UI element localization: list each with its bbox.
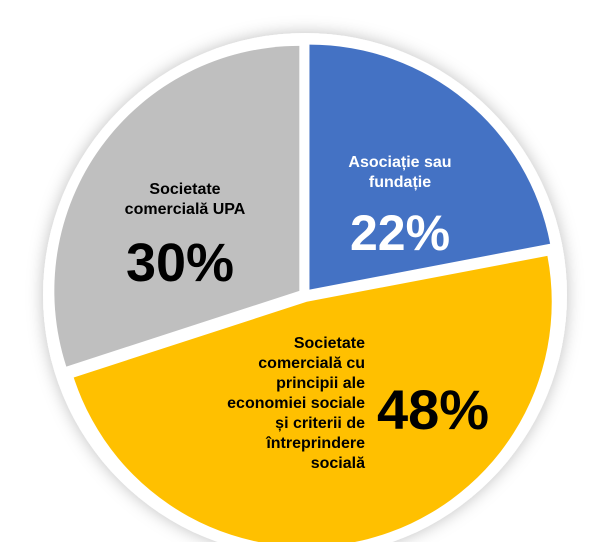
slice-label: Societate comercială UPA — [124, 181, 246, 218]
pie-slice — [54, 45, 300, 367]
slice-label: Societate comercială cu principii ale ec… — [227, 335, 365, 472]
slice-label: Asociație sau fundație — [348, 154, 452, 191]
pie-slice — [73, 255, 552, 542]
pie-slice — [309, 44, 551, 290]
value-label: 48% — [376, 378, 490, 441]
value-label: 30% — [125, 233, 235, 293]
value-label: 22% — [349, 205, 451, 261]
